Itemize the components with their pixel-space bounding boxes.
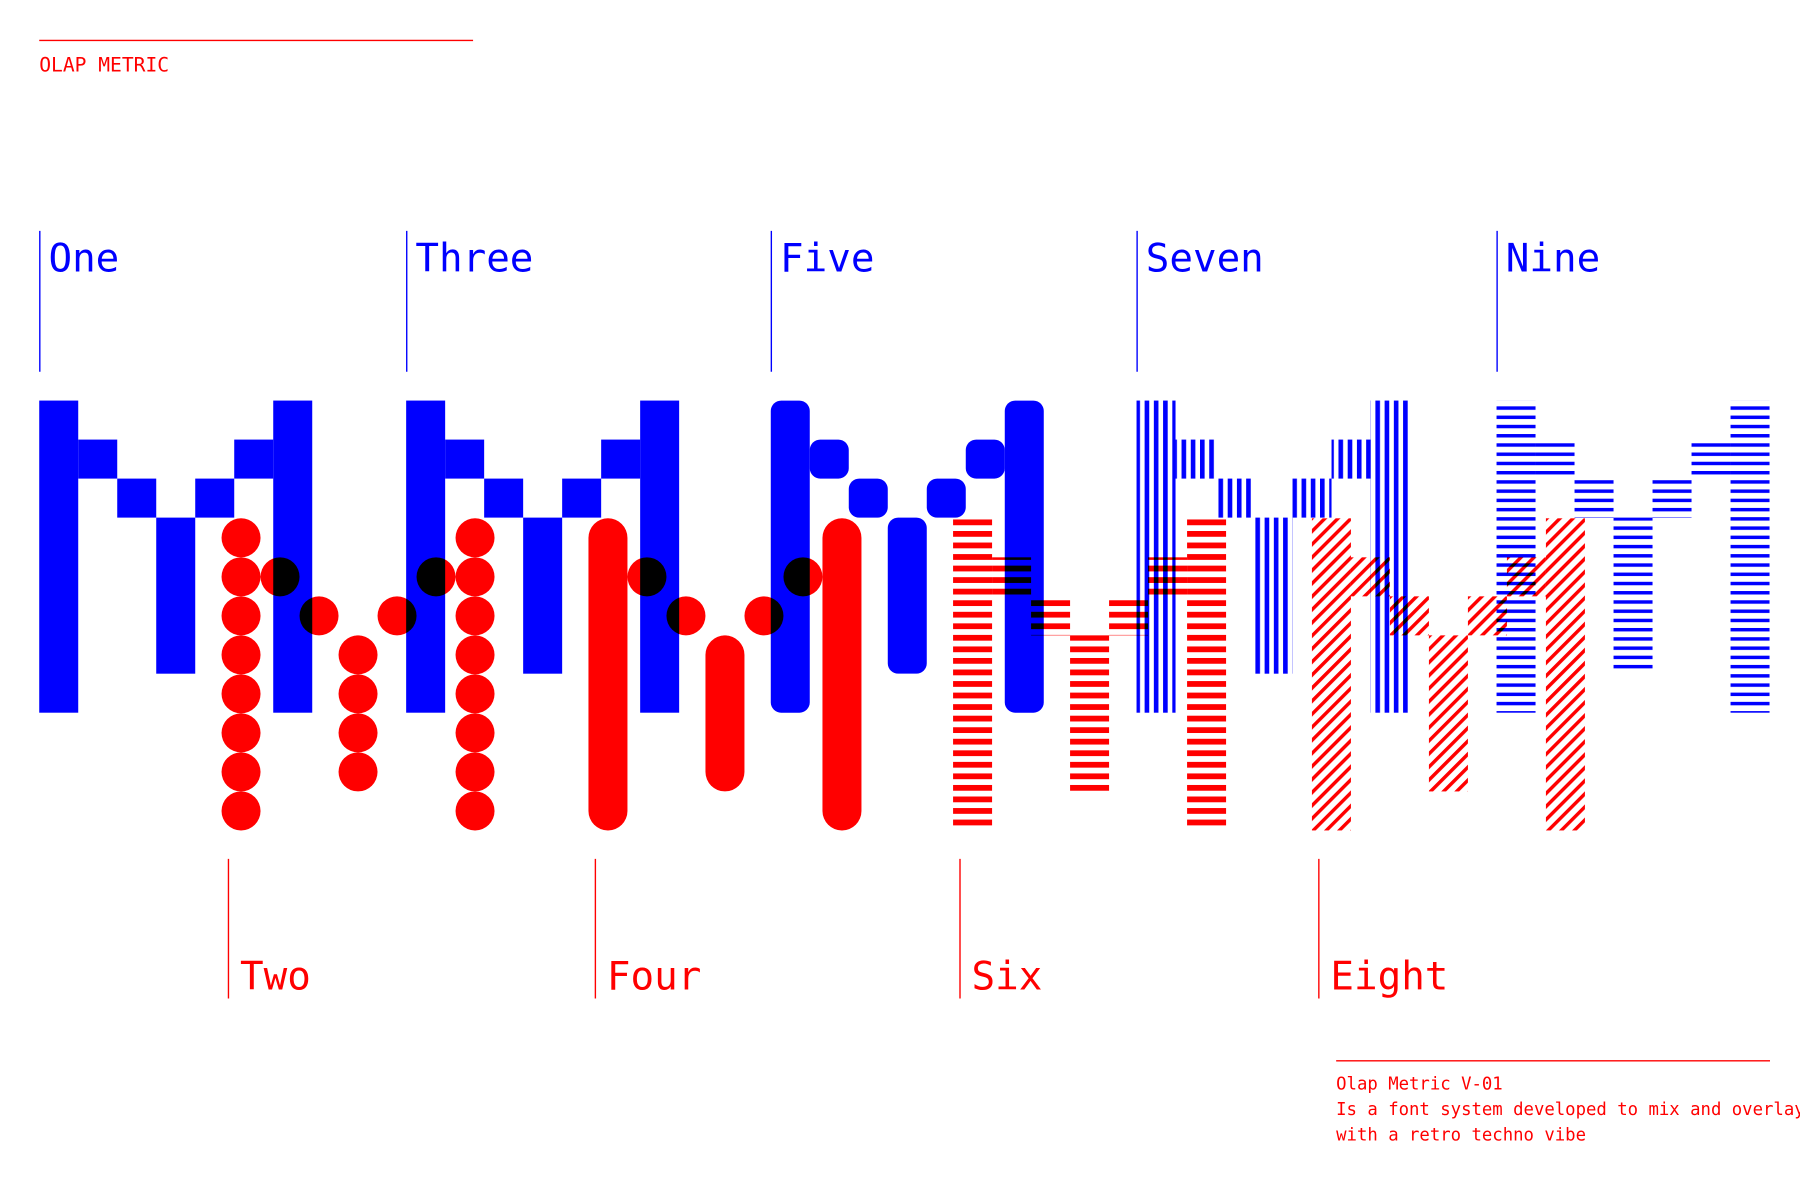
glyph-block	[1467, 596, 1507, 636]
glyph-block	[1574, 478, 1614, 518]
glyph-block	[1004, 400, 1044, 713]
red-glyphs	[221, 518, 1585, 831]
top-label: Three	[415, 236, 533, 281]
glyph-dot	[455, 713, 495, 753]
glyph-dot	[338, 635, 378, 675]
glyph-stroke	[705, 635, 745, 792]
glyph-dot	[455, 752, 495, 792]
glyph-dot	[221, 557, 261, 597]
glyph-block	[953, 518, 993, 831]
glyph-block	[562, 478, 602, 518]
glyph-block	[234, 439, 274, 479]
blue-glyphs	[39, 400, 1770, 713]
glyph-block	[1331, 439, 1371, 479]
top-label: Seven	[1146, 236, 1264, 281]
glyph-block	[1031, 596, 1071, 636]
glyph-dot	[455, 518, 495, 558]
bottom-label: Four	[607, 954, 701, 999]
glyph-block	[1350, 557, 1390, 597]
glyph-block	[445, 439, 485, 479]
bottom-label: Six	[972, 954, 1043, 999]
glyph-block	[1691, 439, 1731, 479]
glyph-block	[1730, 400, 1770, 713]
glyph-stroke	[666, 596, 706, 636]
glyph-block	[1311, 518, 1351, 831]
glyph-dot	[221, 752, 261, 792]
header-title: OLAP METRIC	[39, 54, 169, 77]
glyph-dot	[260, 557, 300, 597]
footer-name: Olap Metric V-01	[1336, 1075, 1503, 1095]
glyph-block	[1109, 596, 1149, 636]
glyph-block	[1292, 478, 1332, 518]
glyph-dot	[221, 596, 261, 636]
bottom-label: Eight	[1330, 954, 1448, 999]
glyph-dot	[455, 674, 495, 714]
glyph-dot	[455, 596, 495, 636]
glyph-block	[1535, 439, 1575, 479]
glyph-block	[1389, 596, 1429, 636]
glyph-block	[1652, 478, 1692, 518]
glyph-dot	[455, 635, 495, 675]
glyph-block	[926, 478, 966, 518]
glyph-block	[1175, 439, 1215, 479]
glyph-dot	[455, 791, 495, 831]
glyph-block	[1253, 517, 1293, 674]
glyph-block	[78, 439, 118, 479]
glyph-block	[1545, 518, 1585, 831]
glyph-block	[1148, 557, 1188, 597]
glyph-block	[640, 400, 680, 713]
glyph-dot	[221, 791, 261, 831]
glyph-block	[1428, 635, 1468, 792]
glyph-block	[1070, 635, 1110, 792]
glyph-block	[117, 478, 157, 518]
glyph-stroke	[783, 557, 823, 597]
glyph-dot	[338, 752, 378, 792]
glyph-block	[156, 517, 196, 674]
glyph-block	[1136, 400, 1176, 713]
glyph-block	[1613, 517, 1653, 674]
glyph-block	[992, 557, 1032, 597]
glyph-block	[809, 439, 849, 479]
glyph-block	[484, 478, 524, 518]
top-label: One	[48, 236, 119, 281]
glyph-dot	[377, 596, 417, 636]
glyph-block	[1496, 400, 1536, 713]
glyph-dot	[221, 713, 261, 753]
glyph-block	[1214, 478, 1254, 518]
glyph-stroke	[744, 596, 784, 636]
glyph-block	[848, 478, 888, 518]
glyph-block	[1370, 400, 1410, 713]
glyph-stroke	[627, 557, 667, 597]
top-label: Five	[780, 236, 874, 281]
bottom-label: Two	[240, 954, 311, 999]
glyph-dot	[338, 713, 378, 753]
top-label: Nine	[1506, 236, 1600, 281]
footer-line: Is a font system developed to mix and ov…	[1336, 1100, 1800, 1120]
labels: One Three Five Seven Nine Two Four Six Eight	[39, 230, 1600, 999]
glyph-block	[1187, 518, 1227, 831]
glyph-block	[887, 517, 927, 674]
glyph-dot	[221, 518, 261, 558]
footer-line: with a retro techno vibe	[1336, 1126, 1586, 1146]
glyph-stroke	[588, 518, 628, 831]
glyph-dot	[221, 674, 261, 714]
glyph-block	[273, 400, 313, 713]
glyph-block	[965, 439, 1005, 479]
glyph-block	[195, 478, 235, 518]
glyph-block	[1506, 557, 1546, 597]
glyph-block	[39, 400, 79, 713]
glyph-block	[770, 400, 810, 713]
glyph-stroke	[822, 518, 862, 831]
glyph-dot	[338, 674, 378, 714]
glyph-dot	[221, 635, 261, 675]
glyph-dot	[416, 557, 456, 597]
glyph-block	[406, 400, 446, 713]
glyph-dot	[455, 557, 495, 597]
glyph-block	[523, 517, 563, 674]
glyph-block	[601, 439, 641, 479]
glyph-dot	[299, 596, 339, 636]
